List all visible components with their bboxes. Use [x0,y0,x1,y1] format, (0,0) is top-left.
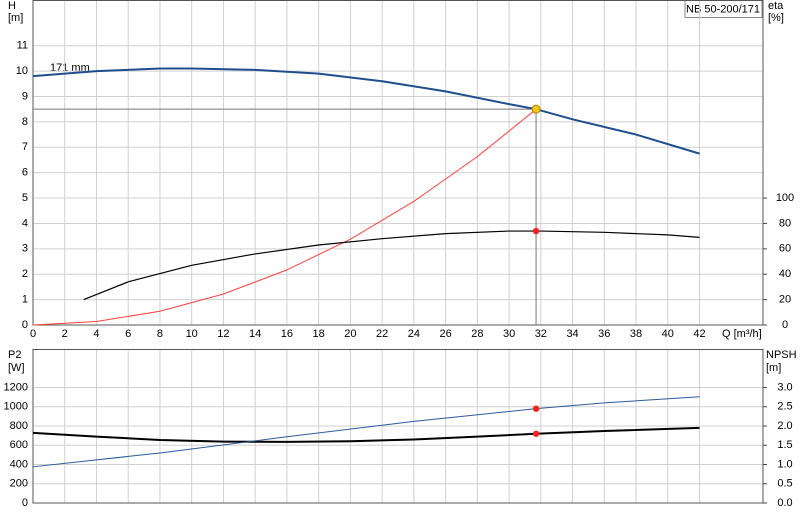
x-tick-label: 20 [344,328,356,340]
x-tick-label: 34 [566,328,578,340]
y-tick-label: 400 [10,458,28,470]
y-tick-label: 1 [22,294,28,306]
x-axis-label: Q [m³/h] [722,328,762,340]
npsh-axis-label: NPSH [766,349,797,361]
curve [83,230,700,301]
x-tick-label: 12 [217,328,229,340]
y-tick-label: 9 [22,90,28,102]
plot-frame [32,0,764,326]
curve [32,67,700,155]
duty-point-y2 [532,227,540,235]
x-tick-label: 6 [125,328,131,340]
x-tick-label: 26 [439,328,451,340]
y2-tick-label: 0.0 [777,497,792,509]
plot-frame [32,349,764,504]
x-tick-label: 10 [186,328,198,340]
npsh-axis-unit: [m] [766,362,781,374]
y2-tick-label: 0.5 [777,478,792,490]
y2-tick-label: 2.5 [777,401,792,413]
y2-tick-label: 100 [776,192,794,204]
y2-tick-label: 1.5 [777,439,792,451]
eta-axis-unit: [%] [768,12,784,24]
y-tick-label: 8 [22,116,28,128]
x-tick-label: 4 [93,328,99,340]
y2-tick-label: 3.0 [777,381,792,393]
x-tick-label: 18 [313,328,325,340]
x-tick-label: 2 [62,328,68,340]
y-tick-label: 1200 [4,381,28,393]
duty-point [532,430,540,437]
y-tick-label: 600 [10,439,28,451]
x-tick-label: 38 [630,328,642,340]
y-tick-label: 800 [10,420,28,432]
curve [32,108,537,326]
y-tick-label: 5 [22,192,28,204]
x-tick-label: 42 [693,328,705,340]
curve [32,396,700,468]
x-tick-label: 0 [30,328,36,340]
h-axis-unit: [m] [8,12,23,24]
y-tick-label: 3 [22,243,28,255]
p2-axis-unit: [W] [8,362,25,374]
eta-axis-label: eta [768,0,784,12]
y2-tick-label: 1.0 [777,458,792,470]
y2-tick-label: 60 [779,243,791,255]
y-tick-label: 0 [22,319,28,331]
chart-title: NB 50-200/171 [686,3,760,15]
curve [32,426,700,443]
h-axis-label: H [8,0,16,12]
y-tick-label: 2 [22,268,28,280]
x-tick-label: 28 [471,328,483,340]
y2-tick-label: 2.0 [777,420,792,432]
y-tick-label: 11 [17,40,28,52]
y-tick-label: 6 [22,167,28,179]
x-tick-label: 30 [503,328,515,340]
x-tick-label: 8 [157,328,163,340]
y2-tick-label: 20 [779,294,791,306]
p2-axis-label: P2 [8,349,21,361]
y-tick-label: 0 [22,497,28,509]
y2-tick-label: 0 [782,319,788,331]
y2-tick-label: 40 [779,268,791,280]
x-tick-label: 16 [281,328,293,340]
x-tick-label: 14 [249,328,261,340]
duty-point [531,104,541,114]
x-tick-label: 24 [408,328,420,340]
y-tick-label: 1000 [4,401,28,413]
duty-point-y2 [532,405,540,412]
y-tick-label: 200 [10,478,28,490]
x-tick-label: 36 [598,328,610,340]
x-tick-label: 32 [535,328,547,340]
x-tick-label: 40 [662,328,674,340]
y-tick-label: 7 [22,141,28,153]
y-tick-label: 10 [16,65,28,77]
y-tick-label: 4 [22,217,28,229]
y2-tick-label: 80 [779,217,791,229]
x-tick-label: 22 [376,328,388,340]
